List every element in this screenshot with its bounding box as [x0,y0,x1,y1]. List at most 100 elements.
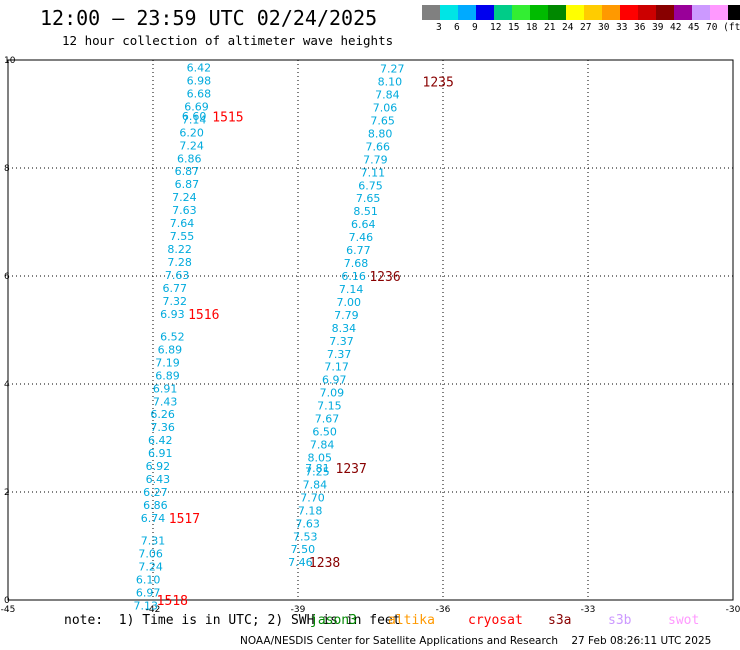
data-point-cryosat: 6.20 [179,126,204,139]
data-point-cryosat: 7.32 [163,295,188,308]
pass-label-cryosat: 1515 [212,111,243,126]
colorbar-tick-label: 36 [634,22,646,33]
data-point-cryosat: 7.31 [141,535,166,548]
data-point-cryosat: 7.06 [138,548,163,561]
footer-note: note: 1) Time is in UTC; 2) SWH is in fe… [64,613,401,628]
data-point-cryosat: 7.24 [179,139,204,152]
colorbar-tick-label: 21 [544,22,556,33]
legend-cryosat: cryosat [468,613,523,628]
chart-subtitle: 12 hour collection of altimeter wave hei… [62,33,394,48]
data-point-cryosat: 6.27 [143,486,168,499]
data-point-cryosat: 6.97 [136,586,161,599]
pass-label-cryosat: 1517 [169,512,200,527]
colorbar-tick-label: 3 [436,22,442,33]
data-point-cryosat: 7.19 [155,356,180,369]
colorbar-swatch [638,5,656,20]
colorbar-swatch [476,5,494,20]
x-tick-label: -39 [291,605,306,615]
colorbar-swatch [458,5,476,20]
data-point-s3a: 7.84 [375,89,400,102]
x-tick-label: -33 [581,605,596,615]
y-tick-label: 10 [4,56,16,66]
legend-s3a: s3a [548,613,572,628]
colorbar-tick-label: 27 [580,22,592,33]
colorbar-tick-label: 6 [454,22,460,33]
data-point-s3a: 7.79 [363,153,388,166]
data-point-s3a: 6.97 [322,374,347,387]
colorbar-tick-label: 15 [508,22,520,33]
legend-altika: altika [388,613,435,628]
plot-frame [7,59,734,601]
legend-s3b: s3b [608,613,632,628]
data-point-cryosat: 7.24 [172,191,197,204]
y-tick-label: 6 [4,272,10,282]
data-point-s3a: 6.77 [346,244,371,257]
data-point-cryosat: 7.24 [138,561,163,574]
data-point-cryosat: 7.28 [167,256,192,269]
data-point-cryosat: 6.86 [143,499,168,512]
data-point-s3a: 7.00 [337,296,362,309]
data-point-cryosat: 6.26 [150,408,175,421]
data-point-s3a: 7.63 [295,517,320,530]
data-point-s3a: 7.65 [370,114,395,127]
data-point-s3a: 7.46 [288,556,313,569]
data-point-s3a: 8.80 [368,127,393,140]
data-point-cryosat: 7.55 [170,230,195,243]
chart-title: 12:00 – 23:59 UTC 02/24/2025 [40,6,378,30]
pass-label-s3a: 1235 [423,76,454,91]
data-point-cryosat: 6.69 [184,100,209,113]
data-point-s3a: 7.17 [324,361,349,374]
y-tick-label: 4 [4,380,10,390]
colorbar-swatch [422,5,440,20]
data-point-s3a: 7.67 [315,413,340,426]
data-point-cryosat: 6.42 [187,62,212,75]
data-point-cryosat: 7.63 [172,204,197,217]
data-point-cryosat: 6.10 [136,573,161,586]
data-point-s3a: 6.75 [358,179,383,192]
data-point-cryosat: 7.13 [134,599,159,612]
data-point-cryosat: 6.74 [141,512,166,525]
colorbar-swatch [512,5,530,20]
data-point-cryosat: 6.87 [175,165,200,178]
x-tick-label: -45 [1,605,16,615]
data-point-s3a: 6.16 [341,270,366,283]
data-point-s3a: 7.37 [327,348,352,361]
data-point-s3a: 7.27 [380,63,405,76]
x-tick-label: -36 [436,605,451,615]
data-point-s3a: 7.37 [329,335,354,348]
data-point-s3a: 7.84 [303,478,328,491]
data-point-s3a: 8.34 [332,322,357,335]
data-point-cryosat: 6.43 [146,473,171,486]
data-point-cryosat: 6.91 [153,382,178,395]
pass-label-s3a: 1237 [336,462,367,477]
pass-label-s3a: 1236 [369,270,400,285]
colorbar-tick-label: 30 [598,22,610,33]
data-point-s3a: 7.79 [334,309,359,322]
colorbar-tick-label: 12 [490,22,502,33]
colorbar-swatch [584,5,602,20]
data-point-cryosat: 7.64 [170,217,195,230]
data-point-cryosat: 6.77 [163,282,188,295]
y-tick-label: 8 [4,164,10,174]
colorbar-swatch [566,5,584,20]
data-point-s3a: 7.46 [349,231,374,244]
data-point-cryosat: 6.68 [187,87,212,100]
data-point-s3a: 7.53 [293,530,318,543]
data-point-cryosat: 6.89 [158,343,183,356]
pass-label-cryosat: 1518 [157,594,188,609]
colorbar-swatch [620,5,638,20]
data-point-cryosat: 6.89 [155,369,180,382]
pass-label-s3a: 1238 [309,556,340,571]
data-point-s3a: 7.25 [305,465,330,478]
data-point-cryosat: 6.92 [146,460,171,473]
colorbar-swatch [602,5,620,20]
x-tick-label: -42 [146,605,161,615]
data-point-cryosat: 7.36 [150,421,175,434]
legend-swot: swot [668,613,700,628]
colorbar-swatch [548,5,566,20]
data-point-cryosat: 6.60 [182,110,207,123]
pass-label-cryosat: 1516 [188,308,219,323]
colorbar-swatch [494,5,512,20]
data-point-s3a: 7.15 [317,400,342,413]
